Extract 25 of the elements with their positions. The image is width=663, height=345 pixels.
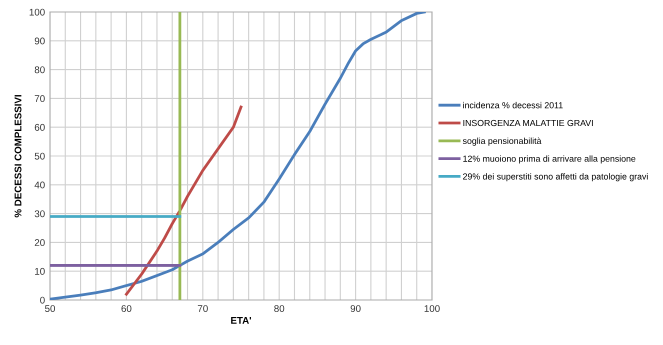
y-tick-label: 30	[34, 210, 45, 218]
line-series	[125, 106, 242, 296]
x-tick-label: 100	[424, 305, 440, 312]
y-axis-title: % DECESSI COMPLESSIVI	[14, 95, 22, 218]
legend-label: soglia pensionabilità	[462, 137, 542, 146]
y-tick-label: 80	[34, 66, 45, 74]
x-tick-label: 70	[198, 305, 208, 312]
y-tick-label: 0	[40, 296, 45, 304]
x-axis-title: ETA'	[231, 317, 252, 324]
x-tick-label: 80	[274, 305, 284, 312]
legend-label: 12% muoiono prima di arrivare alla pensione	[463, 155, 636, 164]
legend-label: 29% dei superstiti sono affetti da patologie gravi	[463, 173, 648, 182]
y-tick-label: 70	[34, 95, 45, 102]
x-tick-label: 50	[44, 305, 56, 312]
y-tick-label: 10	[35, 268, 45, 275]
x-tick-label: 60	[121, 305, 132, 312]
y-tick-label: 90	[34, 38, 45, 44]
x-tick-label: 90	[350, 305, 361, 312]
y-tick-label: 50	[34, 152, 45, 160]
legend-label: INSORGENZA MALATTIE GRAVI	[463, 120, 593, 126]
y-tick-label: 40	[34, 182, 45, 188]
y-tick-label: 20	[34, 239, 45, 246]
y-tick-label: 100	[30, 8, 45, 16]
legend-label: incidenza % decessi 2011	[463, 102, 563, 108]
y-tick-label: 60	[34, 124, 45, 131]
